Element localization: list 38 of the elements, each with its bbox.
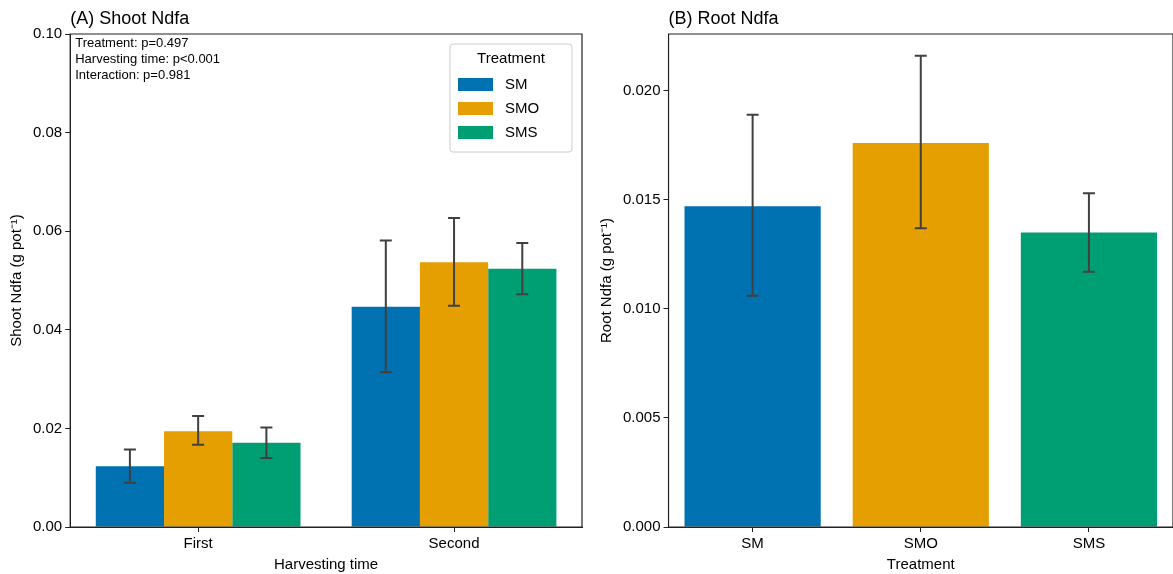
bar — [95, 466, 165, 527]
x-tick-label: SMS — [1072, 534, 1106, 552]
y-tick-label: 0.02 — [32, 418, 63, 436]
legend-label: SMS — [505, 123, 538, 141]
legend-label: SMO — [505, 99, 540, 117]
bar — [852, 143, 989, 527]
bar — [1020, 232, 1158, 527]
y-tick-label: 0.015 — [622, 189, 661, 207]
chart-title: (B) Root Ndfa — [668, 7, 780, 28]
bar — [684, 206, 821, 527]
annotation: Interaction: p=0.981 — [75, 67, 191, 83]
y-tick-label: 0.000 — [622, 517, 661, 535]
bar — [351, 306, 420, 527]
x-axis-title: Harvesting time — [274, 555, 379, 573]
y-axis-title: Root Ndfa (g pot⁻¹) — [597, 217, 615, 344]
y-axis-title: Shoot Ndfa (g pot⁻¹) — [7, 214, 25, 347]
y-tick-label: 0.020 — [622, 80, 661, 98]
y-tick-label: 0.005 — [622, 408, 661, 426]
x-tick-label: SM — [741, 534, 764, 552]
x-tick-label: SMO — [903, 534, 938, 552]
legend-title: Treatment — [477, 49, 546, 67]
y-tick-label: 0.04 — [32, 319, 63, 337]
y-tick-label: 0.010 — [622, 299, 661, 316]
bar — [232, 442, 301, 527]
legend-label: SM — [505, 75, 528, 93]
y-tick-label: 0.06 — [32, 221, 63, 239]
x-tick-label: First — [183, 534, 214, 552]
y-tick-label: 0.00 — [32, 517, 63, 535]
chart-title: (A) Shoot Ndfa — [70, 7, 191, 28]
bar — [419, 262, 489, 527]
y-tick-label: 0.10 — [32, 24, 63, 42]
annotation: Treatment: p=0.497 — [75, 35, 189, 51]
x-tick-label: Second — [428, 534, 480, 552]
y-tick-label: 0.08 — [32, 122, 63, 140]
annotation: Harvesting time: p<0.001 — [75, 51, 221, 67]
x-axis-title: Treatment — [886, 555, 956, 573]
bar — [488, 268, 557, 527]
bar — [164, 431, 233, 527]
